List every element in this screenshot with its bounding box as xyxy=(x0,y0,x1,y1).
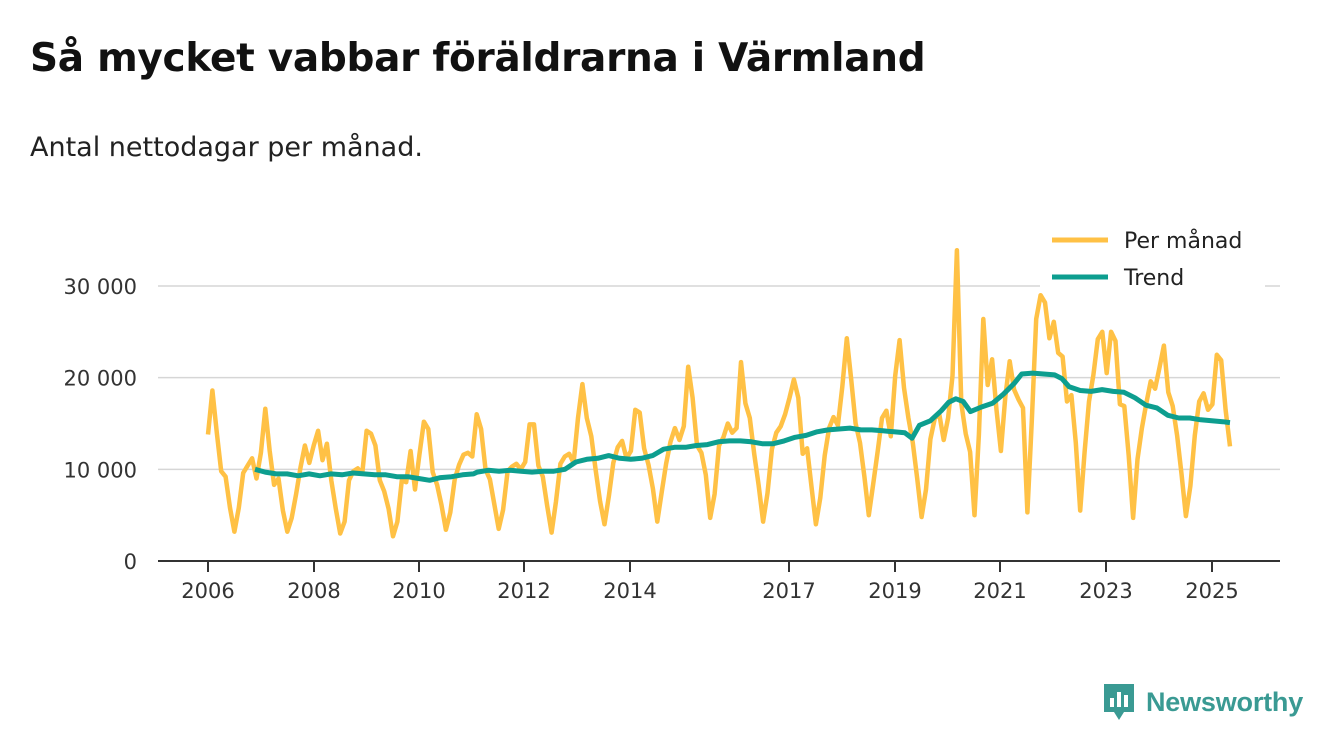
x-axis-ticks: 2006 2008 2010 2012 2014 2017 2019 2021 2023 2025 xyxy=(181,561,1239,603)
y-tick-label: 20 000 xyxy=(64,367,137,391)
x-tick-label: 2021 xyxy=(973,579,1026,603)
x-tick-label: 2023 xyxy=(1079,579,1132,603)
x-tick-label: 2008 xyxy=(287,579,340,603)
brand-logo: Newsworthy xyxy=(1102,682,1303,722)
x-tick-label: 2006 xyxy=(181,579,234,603)
legend-label-per-manad: Per månad xyxy=(1124,228,1242,254)
y-tick-label: 10 000 xyxy=(64,458,137,482)
chart-subtitle: Antal nettodagar per månad. xyxy=(30,132,423,163)
series-line-per-manad xyxy=(205,248,1233,539)
y-tick-label: 0 xyxy=(124,550,137,574)
x-tick-label: 2025 xyxy=(1185,579,1238,603)
newsworthy-logo-icon xyxy=(1104,684,1134,720)
legend-label-trend: Trend xyxy=(1123,266,1184,291)
x-tick-label: 2012 xyxy=(497,579,550,603)
x-tick-label: 2014 xyxy=(603,579,656,603)
chart-title: Så mycket vabbar föräldrarna i Värmland xyxy=(30,36,926,81)
y-axis-ticks: 0 10 000 20 000 30 000 xyxy=(64,275,137,574)
x-tick-label: 2017 xyxy=(762,579,815,603)
x-tick-label: 2019 xyxy=(868,579,921,603)
x-tick-label: 2010 xyxy=(392,579,445,603)
brand-name: Newsworthy xyxy=(1146,686,1304,717)
legend: Per månad Trend xyxy=(1040,224,1265,291)
series-line-trend xyxy=(254,370,1231,483)
y-tick-label: 30 000 xyxy=(64,275,137,299)
